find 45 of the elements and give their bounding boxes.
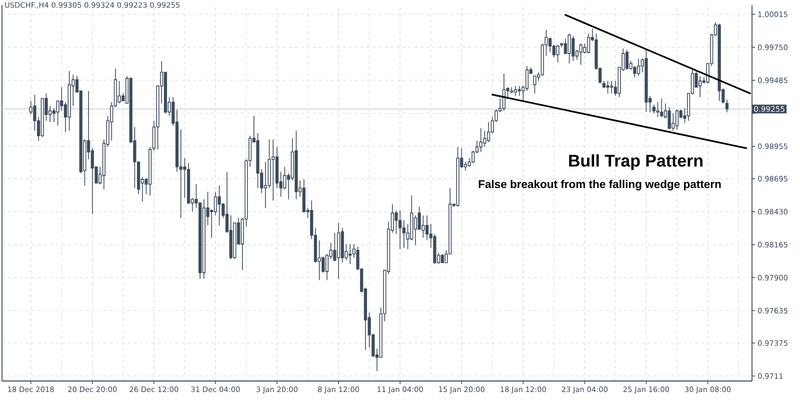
candlestick bbox=[660, 98, 664, 118]
candlestick bbox=[479, 128, 482, 152]
candlestick bbox=[668, 106, 671, 130]
candlestick bbox=[656, 102, 660, 118]
annotation: Bull Trap Pattern bbox=[569, 154, 702, 170]
candlestick bbox=[425, 215, 429, 241]
candlestick bbox=[675, 109, 679, 130]
candlestick bbox=[418, 206, 421, 231]
candlestick bbox=[514, 86, 518, 96]
candlestick bbox=[422, 215, 425, 238]
candlestick bbox=[302, 178, 306, 214]
candlestick bbox=[398, 210, 402, 250]
candlestick bbox=[564, 38, 568, 54]
candlestick bbox=[118, 80, 121, 104]
candlestick bbox=[606, 80, 610, 94]
candlestick bbox=[510, 86, 514, 94]
candlestick bbox=[264, 161, 268, 208]
candlestick bbox=[698, 76, 702, 98]
candlestick bbox=[625, 49, 629, 70]
candlestick bbox=[214, 191, 218, 216]
candlestick bbox=[218, 185, 221, 226]
candlestick bbox=[725, 99, 729, 112]
candlestick bbox=[283, 166, 286, 190]
candlestick bbox=[610, 80, 614, 94]
candlestick bbox=[325, 254, 329, 281]
candlestick bbox=[636, 58, 640, 76]
candlestick bbox=[525, 66, 529, 92]
candlestick bbox=[348, 244, 352, 264]
candlestick bbox=[672, 112, 675, 132]
candlestick bbox=[322, 256, 325, 274]
candlestick bbox=[518, 86, 521, 96]
candlestick bbox=[272, 139, 275, 201]
annotation: False breakout from the falling wedge pattern bbox=[478, 180, 721, 190]
candlestick bbox=[548, 36, 552, 53]
candlestick bbox=[402, 220, 406, 248]
candlestick bbox=[568, 33, 571, 64]
candlestick bbox=[472, 150, 475, 164]
candlestick bbox=[572, 36, 575, 62]
candlestick bbox=[579, 43, 582, 66]
candlestick bbox=[414, 215, 418, 246]
candlestick bbox=[333, 232, 336, 262]
candlestick bbox=[556, 44, 560, 63]
candlestick bbox=[486, 122, 490, 142]
candlestick bbox=[533, 76, 536, 94]
candlestick bbox=[586, 33, 590, 54]
